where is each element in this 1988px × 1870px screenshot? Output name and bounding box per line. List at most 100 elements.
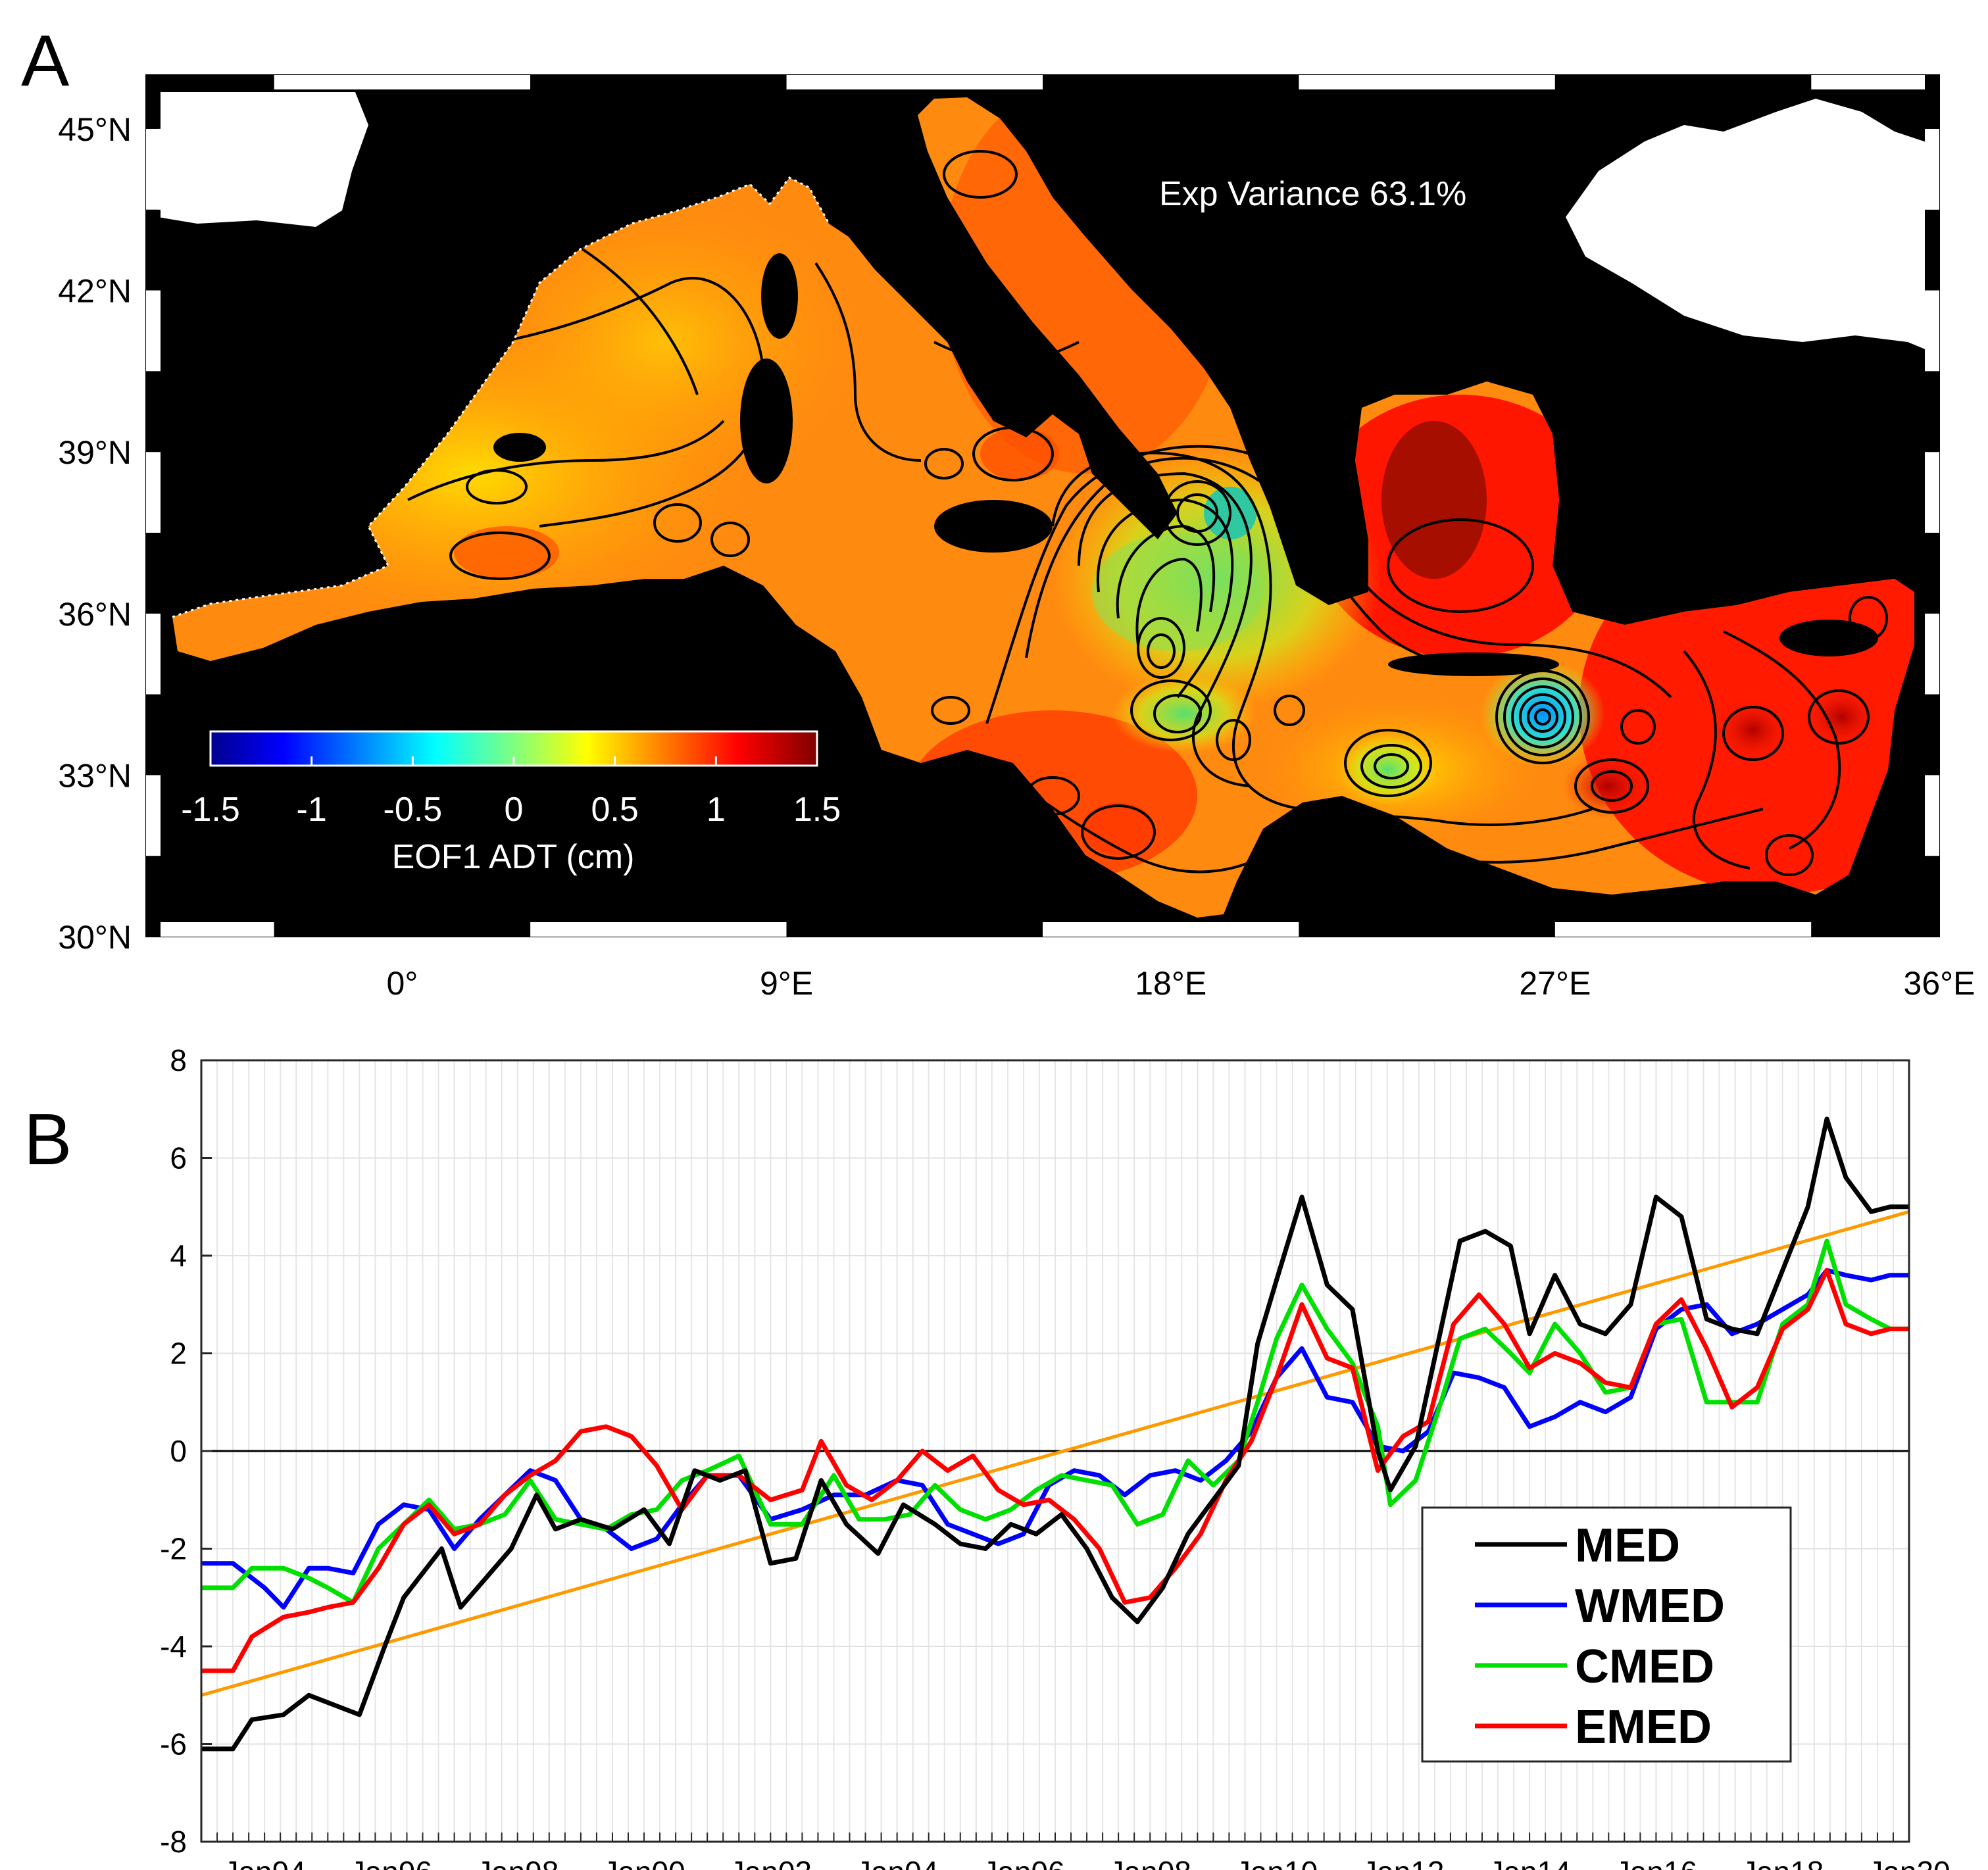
frame-dash-left xyxy=(146,75,161,129)
map-island-sardinia xyxy=(740,358,793,483)
panel-b-letter: B xyxy=(24,1099,72,1180)
frame-dash-right xyxy=(1925,209,1939,291)
frame-dash-left xyxy=(146,775,161,856)
series-line-emed xyxy=(201,1267,1909,1673)
frame-dash-right xyxy=(1925,128,1939,210)
longitude-tick-labels: 0° 9°E 18°E 27°E 36°E xyxy=(387,965,1976,1002)
x-tick-label: Jan20 xyxy=(1868,1855,1950,1870)
y-tick-label: -6 xyxy=(160,1727,187,1761)
map-island-crete xyxy=(1388,652,1559,676)
frame-dash-right xyxy=(1925,452,1939,533)
map-frame xyxy=(145,74,1940,937)
y-tick-label: -2 xyxy=(160,1532,187,1566)
frame-dash-right xyxy=(1925,775,1939,856)
x-tick-label: Jan96 xyxy=(350,1855,432,1870)
frame-dash-bottom xyxy=(274,922,531,937)
colorbar: -1.5 -1 -0.5 0 0.5 1 1.5 EOF1 ADT (cm) xyxy=(181,730,841,876)
frame-dash-bottom xyxy=(1811,922,1939,937)
y-tick-label: 0 xyxy=(170,1434,187,1468)
latitude-tick-label: 39°N xyxy=(58,434,132,471)
frame-dash-bottom xyxy=(146,922,274,937)
frame-dash-top xyxy=(1043,75,1299,89)
y-tick-label: -8 xyxy=(160,1825,187,1859)
longitude-tick-label: 27°E xyxy=(1519,965,1591,1002)
legend-label-wmed: WMED xyxy=(1575,1580,1725,1633)
frame-dash-top xyxy=(530,75,787,89)
x-tick-labels: Jan94 Jan96 Jan98 Jan00 Jan02 Jan04 Jan06 Jan08… xyxy=(201,1833,1951,1870)
legend-label-med: MED xyxy=(1575,1519,1680,1572)
frame-dash-bottom xyxy=(1043,922,1299,937)
series-lines xyxy=(201,1116,1909,1752)
frame-dash-bottom xyxy=(530,922,787,937)
frame-dash-bottom xyxy=(1554,922,1812,937)
colorbar-tick-label: -0.5 xyxy=(384,791,443,829)
x-tick-label: Jan16 xyxy=(1615,1855,1697,1870)
longitude-tick-label: 9°E xyxy=(760,965,813,1002)
x-tick-label: Jan12 xyxy=(1362,1855,1444,1870)
frame-dash-left xyxy=(146,371,161,453)
frame-dash-left xyxy=(146,856,161,937)
x-tick-label: Jan14 xyxy=(1488,1855,1570,1870)
map-outside-region-northwest xyxy=(158,92,368,227)
frame-dash-left xyxy=(146,452,161,533)
legend: MED WMED CMED EMED xyxy=(1421,1506,1792,1763)
latitude-tick-labels: 45°N 42°N 39°N 36°N 33°N 30°N xyxy=(58,111,132,956)
colorbar-tick-label: 0.5 xyxy=(591,791,639,829)
trend-line xyxy=(201,1210,1910,1697)
x-tick-label: Jan18 xyxy=(1741,1855,1824,1870)
longitude-tick-label: 0° xyxy=(387,965,418,1002)
frame-dash-top xyxy=(1811,75,1939,89)
y-tick-label: 4 xyxy=(170,1239,187,1273)
map-outside-region-northeast xyxy=(1566,99,1939,355)
y-tick-label: -4 xyxy=(160,1629,187,1663)
frame-dash-top xyxy=(1299,75,1555,89)
frame-dash-bottom xyxy=(786,922,1043,937)
y-tick-label: 2 xyxy=(170,1337,187,1371)
frame-dash-top xyxy=(274,75,531,89)
panel-a-map: A xyxy=(21,20,1975,1002)
frame-dash-right xyxy=(1925,532,1939,614)
colorbar-tick-label: 1.5 xyxy=(793,791,841,829)
map-island-cyprus xyxy=(1779,620,1878,656)
map-island-sicily xyxy=(934,500,1053,553)
latitude-tick-label: 36°N xyxy=(58,596,132,633)
x-tick-label: Jan10 xyxy=(1235,1855,1318,1870)
colorbar-tick-label: 0 xyxy=(505,791,524,829)
colorbar-tick-label: 1 xyxy=(707,791,726,829)
map-aegean-islands xyxy=(1381,421,1487,579)
x-tick-label: Jan02 xyxy=(730,1855,812,1870)
series-line-med xyxy=(201,1116,1909,1752)
latitude-tick-label: 42°N xyxy=(58,273,132,310)
frame-dash-left xyxy=(146,209,161,291)
legend-label-emed: EMED xyxy=(1575,1701,1712,1754)
frame-dash-right xyxy=(1925,290,1939,372)
map-coastline xyxy=(172,176,830,618)
frame-dash-bottom xyxy=(1299,922,1555,937)
x-tick-label: Jan98 xyxy=(476,1855,559,1870)
frame-dash-top xyxy=(1554,75,1812,89)
panel-a-letter: A xyxy=(21,20,70,101)
frame-dash-left xyxy=(146,128,161,210)
frame-dash-top xyxy=(786,75,1043,89)
x-tick-label: Jan04 xyxy=(856,1855,938,1870)
map-island-corsica xyxy=(761,253,798,339)
x-tick-label: Jan08 xyxy=(1109,1855,1191,1870)
panel-b-timeseries: B -8 -6 -4 -2 0 2 4 6 8 Jan94 Jan96 Jan98 Jan00 Jan0… xyxy=(24,1043,1951,1870)
explained-variance-label: Exp Variance 63.1% xyxy=(1159,175,1466,213)
legend-label-cmed: CMED xyxy=(1575,1640,1714,1693)
colorbar-label: EOF1 ADT (cm) xyxy=(392,838,635,876)
latitude-tick-label: 30°N xyxy=(58,919,132,956)
frame-dash-top xyxy=(146,75,274,89)
x-tick-label: Jan00 xyxy=(603,1855,685,1870)
frame-dash-left xyxy=(146,532,161,614)
frame-dash-right xyxy=(1925,371,1939,453)
frame-dash-right xyxy=(1925,694,1939,775)
x-tick-label: Jan06 xyxy=(982,1855,1064,1870)
x-tick-label: Jan94 xyxy=(223,1855,305,1870)
y-tick-labels: -8 -6 -4 -2 0 2 4 6 8 xyxy=(160,1043,212,1859)
y-tick-label: 6 xyxy=(170,1141,187,1175)
legend-box xyxy=(1421,1506,1792,1763)
y-tick-label: 8 xyxy=(170,1043,187,1077)
frame-dash-right xyxy=(1925,613,1939,695)
